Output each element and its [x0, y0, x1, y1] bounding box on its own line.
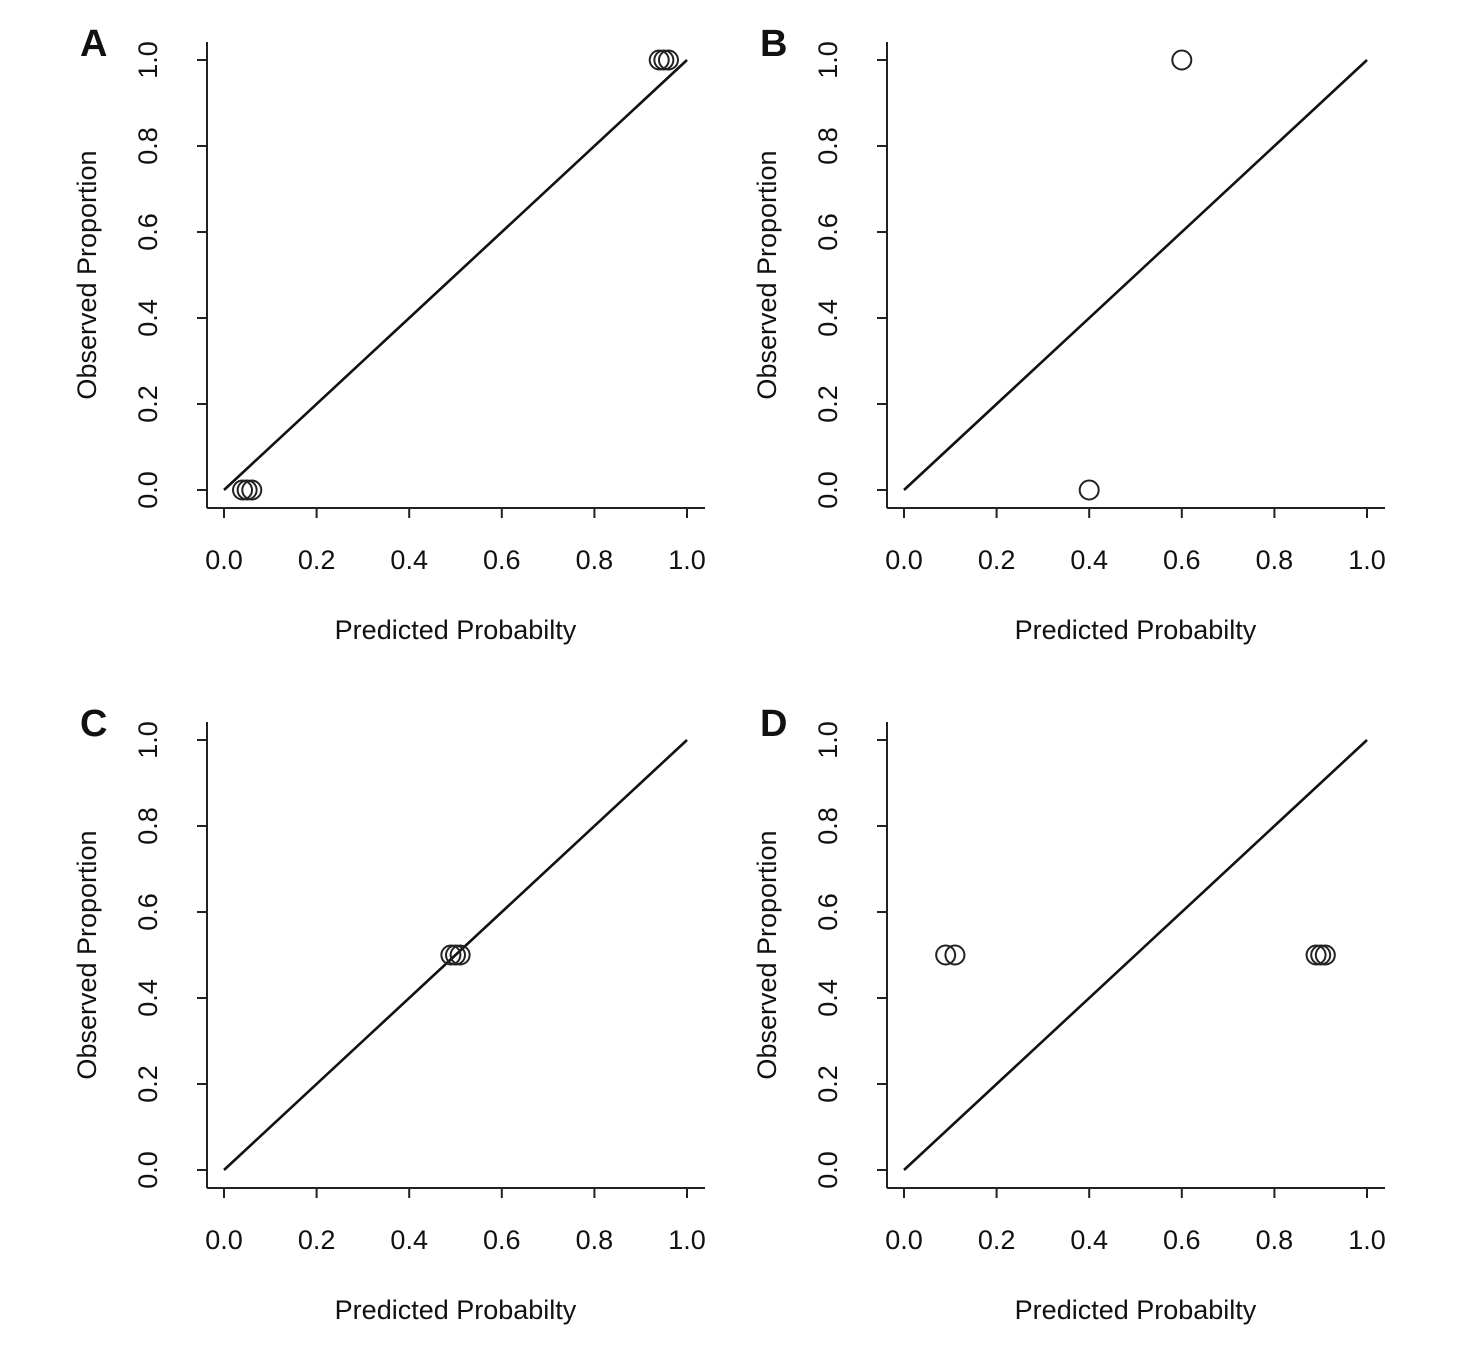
x-tick-label: 1.0: [668, 1225, 706, 1255]
y-tick-label: 0.4: [813, 979, 843, 1017]
y-tick-label: 0.8: [813, 807, 843, 845]
y-tick-label: 0.2: [813, 1065, 843, 1103]
x-tick-label: 0.4: [390, 1225, 428, 1255]
x-tick-label: 0.8: [576, 1225, 614, 1255]
x-tick-label: 0.0: [885, 1225, 923, 1255]
x-tick-label: 0.8: [1256, 1225, 1294, 1255]
x-tick-label: 0.0: [205, 1225, 243, 1255]
x-tick-label: 0.2: [298, 1225, 336, 1255]
x-tick-label: 0.6: [483, 545, 521, 575]
panel-a: A 0.0 0.2 0.4 0.6 0.8 1.0 0.0 0.2 0.4 0.6 0.8 1.0 Pre…: [72, 23, 706, 645]
x-axis-title: Predicted Probabilty: [1015, 615, 1257, 645]
x-tick-label: 0.4: [1070, 545, 1108, 575]
x-tick-label: 0.8: [576, 545, 614, 575]
y-tick-label: 0.8: [133, 807, 163, 845]
data-point: [236, 479, 258, 501]
y-tick-label: 1.0: [133, 721, 163, 759]
y-tick-label: 0.8: [133, 127, 163, 165]
x-axis-title: Predicted Probabilty: [335, 1295, 577, 1325]
data-point: [1078, 479, 1100, 501]
y-axis-title: Observed Proportion: [72, 150, 102, 399]
data-point: [1305, 944, 1327, 966]
data-point: [657, 49, 679, 71]
x-tick-label: 0.4: [390, 545, 428, 575]
data-point: [1171, 49, 1193, 71]
y-tick-label: 0.8: [813, 127, 843, 165]
panel-label: C: [80, 703, 107, 745]
x-tick-label: 0.6: [483, 1225, 521, 1255]
y-tick-label: 0.0: [133, 1151, 163, 1189]
data-point: [944, 944, 966, 966]
x-tick-label: 0.4: [1070, 1225, 1108, 1255]
x-axis-title: Predicted Probabilty: [335, 615, 577, 645]
x-tick-label: 0.2: [298, 545, 336, 575]
x-tick-label: 0.0: [205, 545, 243, 575]
reference-diagonal-line: [223, 59, 688, 491]
data-point: [935, 944, 957, 966]
x-tick-label: 0.2: [978, 545, 1016, 575]
panel-label: A: [80, 23, 107, 65]
data-point: [1314, 944, 1336, 966]
x-tick-label: 0.0: [885, 545, 923, 575]
panel-d: D 0.0 0.2 0.4 0.6 0.8 1.0 0.0 0.2 0.4 0.6 0.8 1.0 Pre…: [752, 703, 1386, 1325]
y-tick-label: 0.2: [133, 385, 163, 423]
data-point: [232, 479, 254, 501]
data-point: [440, 944, 462, 966]
y-tick-label: 1.0: [133, 41, 163, 79]
panel-c: C 0.0 0.2 0.4 0.6 0.8 1.0 0.0 0.2 0.4 0.6 0.8 1.0 Pre…: [72, 703, 706, 1325]
y-tick-label: 0.4: [133, 299, 163, 337]
y-tick-label: 0.4: [813, 299, 843, 337]
panel-label: D: [760, 703, 787, 745]
y-tick-label: 0.2: [133, 1065, 163, 1103]
y-tick-label: 0.0: [813, 471, 843, 509]
x-axis-title: Predicted Probabilty: [1015, 1295, 1257, 1325]
y-tick-label: 0.0: [813, 1151, 843, 1189]
x-tick-label: 1.0: [1348, 545, 1386, 575]
y-tick-label: 0.0: [133, 471, 163, 509]
reference-diagonal-line: [223, 739, 688, 1171]
data-point: [445, 944, 466, 966]
y-tick-label: 0.6: [813, 893, 843, 931]
data-point: [449, 944, 471, 966]
data-point: [653, 49, 675, 71]
x-tick-label: 1.0: [1348, 1225, 1386, 1255]
panel-label: B: [760, 23, 787, 65]
x-tick-label: 0.6: [1163, 1225, 1201, 1255]
data-point: [241, 479, 263, 501]
reference-diagonal-line: [903, 59, 1368, 491]
x-tick-label: 0.6: [1163, 545, 1201, 575]
data-point: [1310, 944, 1332, 966]
x-tick-label: 1.0: [668, 545, 706, 575]
y-tick-label: 0.6: [813, 213, 843, 251]
x-tick-label: 0.8: [1256, 545, 1294, 575]
y-tick-label: 1.0: [813, 41, 843, 79]
panel-b: B 0.0 0.2 0.4 0.6 0.8 1.0 0.0 0.2 0.4 0.6 0.8 1.0 Pre…: [752, 23, 1386, 645]
y-tick-label: 1.0: [813, 721, 843, 759]
y-axis-title: Observed Proportion: [752, 150, 782, 399]
x-tick-label: 0.2: [978, 1225, 1016, 1255]
y-tick-label: 0.4: [133, 979, 163, 1017]
y-axis-title: Observed Proportion: [752, 830, 782, 1079]
y-axis-title: Observed Proportion: [72, 830, 102, 1079]
y-tick-label: 0.6: [133, 213, 163, 251]
y-tick-label: 0.6: [133, 893, 163, 931]
reference-diagonal-line: [903, 739, 1368, 1171]
data-point: [648, 49, 670, 71]
y-tick-label: 0.2: [813, 385, 843, 423]
